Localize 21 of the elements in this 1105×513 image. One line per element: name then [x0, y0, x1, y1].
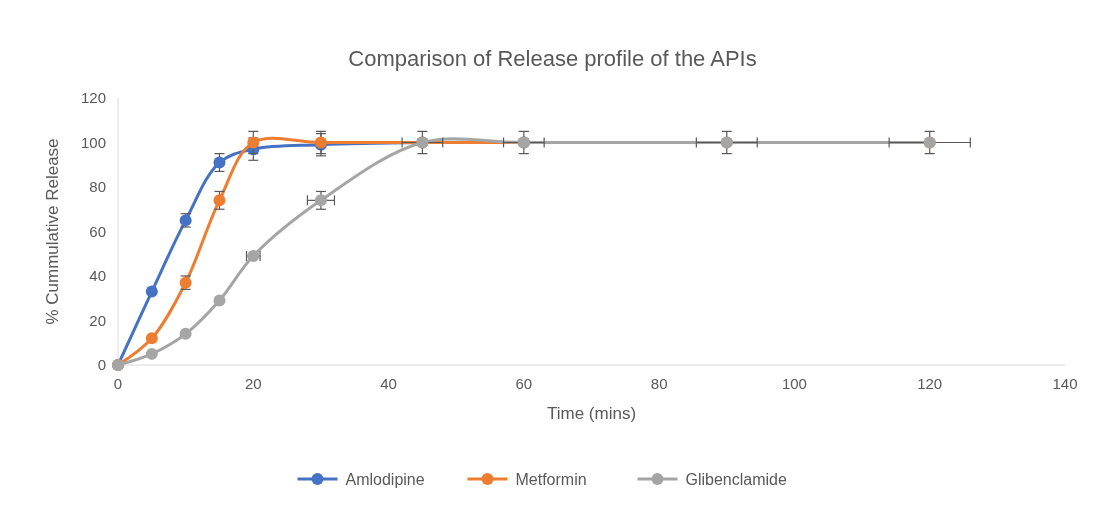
legend-label: Glibenclamide: [685, 470, 787, 488]
x-tick-label: 140: [1052, 375, 1078, 392]
legend-label: Metformin: [515, 470, 587, 488]
x-tick-label: 60: [515, 375, 533, 392]
x-tick-label: 20: [244, 375, 262, 392]
y-tick-label: 120: [80, 89, 106, 107]
x-tick-label: 100: [781, 375, 807, 392]
legend-label: Amlodipine: [345, 470, 425, 488]
y-tick-label: 20: [89, 311, 106, 329]
x-tick-label: 40: [380, 375, 397, 392]
y-tick-label: 0: [97, 356, 106, 374]
x-tick-label: 80: [650, 375, 668, 392]
y-tick-label: 100: [80, 133, 106, 151]
x-tick-label: 0: [113, 375, 123, 392]
x-axis-title: Time (mins): [546, 404, 637, 423]
x-tick-label: 120: [917, 375, 943, 392]
chart-title: Comparison of Release profile of the APIs: [348, 46, 757, 71]
y-tick-label: 40: [89, 267, 106, 285]
y-tick-label: 80: [89, 178, 106, 196]
y-axis-title: % Cummulative Release: [43, 138, 62, 325]
y-tick-label: 60: [89, 222, 106, 240]
